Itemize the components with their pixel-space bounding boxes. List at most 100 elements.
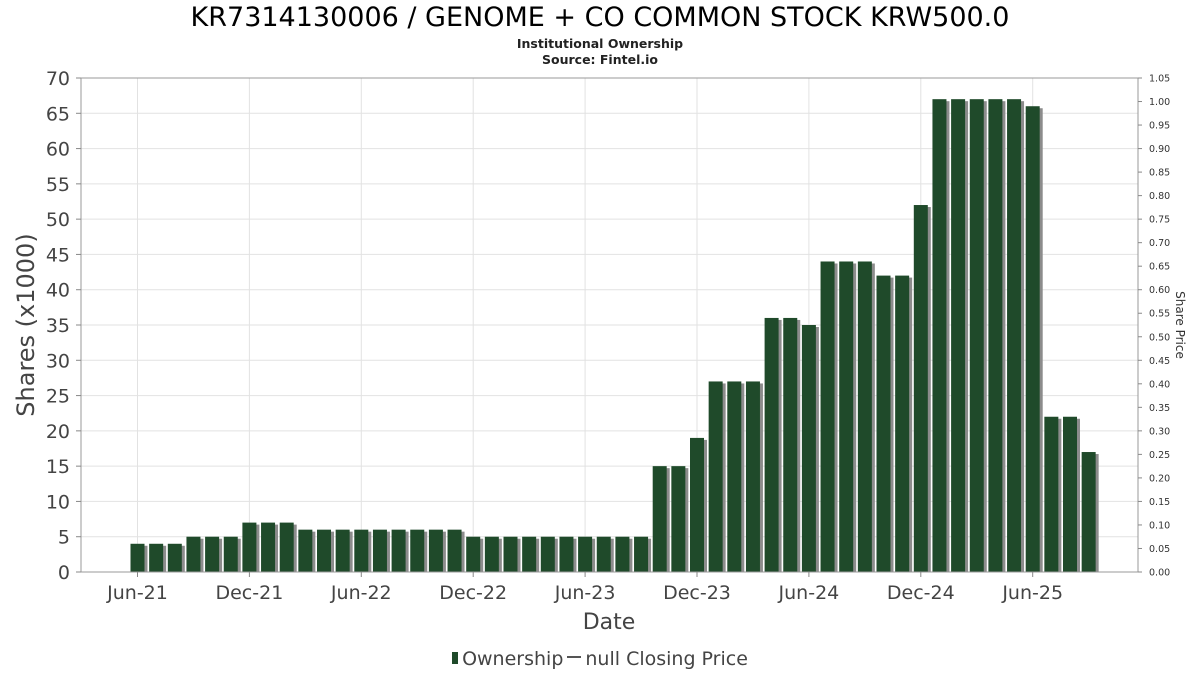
ownership-bar: [988, 99, 1003, 573]
ownership-bar: [801, 325, 816, 572]
y-tick-label: 15: [46, 456, 70, 478]
ownership-bar: [466, 536, 481, 572]
y2-tick-label: 0.45: [1149, 356, 1170, 367]
ownership-bar: [652, 466, 667, 572]
ownership-bar: [1025, 106, 1040, 572]
ownership-bar: [764, 317, 779, 572]
x-tick-label: Jun-24: [778, 582, 840, 604]
ownership-bar: [839, 261, 854, 572]
x-tick-label: Jun-25: [1001, 582, 1063, 604]
ownership-bar: [522, 536, 537, 572]
y-tick-label: 30: [46, 350, 70, 372]
y2-tick-label: 1.05: [1149, 74, 1170, 85]
x-tick-label: Dec-23: [663, 582, 731, 604]
ownership-bar: [484, 536, 499, 572]
bars-layer: [130, 99, 1099, 573]
y2-axis: 0.00 0.05 0.10 0.15 0.20 0.25 0.30 0.35 0.40 0.45…: [1138, 74, 1170, 579]
y2-tick-label: 1.00: [1149, 97, 1170, 108]
ownership-bar: [969, 99, 984, 573]
chart-title: KR7314130006 / GENOME + CO COMMON STOCK …: [190, 2, 1010, 33]
legend-price-swatch: [567, 655, 582, 658]
y2-tick-label: 0.35: [1149, 403, 1170, 414]
x-tick-label: Dec-21: [215, 582, 283, 604]
y2-tick-label: 0.95: [1149, 121, 1170, 132]
y-tick-label: 25: [46, 386, 70, 408]
ownership-bar: [820, 261, 835, 572]
x-tick-label: Dec-22: [439, 582, 507, 604]
x-tick-label: Jun-21: [106, 582, 168, 604]
ownership-bar: [1044, 416, 1059, 572]
y-tick-label: 0: [58, 562, 70, 584]
y-tick-label: 5: [58, 527, 70, 549]
x-tick-label: Jun-23: [554, 582, 616, 604]
ownership-bar: [205, 536, 220, 572]
ownership-bar: [149, 543, 164, 572]
ownership-bar: [317, 529, 331, 572]
x-axis-title: Date: [583, 610, 636, 635]
y-tick-label: 65: [46, 103, 70, 125]
ownership-chart: 0 5 10 15 20 25 30 35 40 45 50 55 60 65 70 0.00 0.05 0.1…: [12, 68, 1187, 635]
y2-tick-label: 0.55: [1149, 309, 1170, 320]
ownership-bar: [913, 205, 928, 572]
ownership-bar: [690, 437, 704, 572]
ownership-bar: [261, 522, 276, 572]
ownership-bar: [615, 536, 630, 572]
ownership-bar: [186, 536, 201, 572]
x-tick-label: Jun-22: [330, 582, 392, 604]
y2-tick-label: 0.00: [1149, 568, 1170, 579]
y-tick-label: 35: [46, 315, 70, 337]
y2-tick-label: 0.60: [1149, 285, 1170, 296]
ownership-bar: [391, 529, 406, 572]
ownership-bar: [671, 466, 686, 572]
ownership-bar: [540, 536, 555, 572]
y2-tick-label: 0.20: [1149, 473, 1170, 484]
ownership-bar: [634, 536, 649, 572]
chart-subtitle: Institutional Ownership: [516, 36, 684, 51]
ownership-bar: [167, 543, 182, 572]
ownership-bar: [596, 536, 611, 572]
y-tick-label: 40: [46, 280, 70, 302]
legend-ownership-label: Ownership: [462, 648, 564, 670]
y2-tick-label: 0.50: [1149, 332, 1170, 343]
y-axis: 0 5 10 15 20 25 30 35 40 45 50 55 60 65 70: [46, 68, 81, 584]
ownership-bar: [1081, 452, 1096, 572]
y2-tick-label: 0.05: [1149, 544, 1170, 555]
ownership-bar: [335, 529, 350, 572]
y-tick-label: 45: [46, 244, 70, 266]
y2-tick-label: 0.80: [1149, 191, 1170, 202]
y2-tick-label: 0.90: [1149, 144, 1170, 155]
y2-tick-label: 0.10: [1149, 520, 1170, 531]
y-tick-label: 10: [46, 491, 70, 513]
ownership-bar: [951, 99, 966, 573]
y-axis-title: Shares (x1000): [12, 233, 40, 416]
ownership-bar: [708, 381, 723, 572]
y2-axis-title: Share Price: [1173, 291, 1187, 359]
y-tick-label: 20: [46, 421, 70, 443]
ownership-bar: [876, 275, 891, 572]
ownership-bar: [298, 529, 313, 572]
y-tick-label: 60: [46, 139, 70, 161]
ownership-bar: [223, 536, 238, 572]
legend-ownership-swatch: [452, 651, 459, 664]
ownership-bar: [1063, 416, 1077, 572]
ownership-bar: [932, 99, 947, 573]
x-tick-label: Dec-24: [887, 582, 955, 604]
y2-tick-label: 0.30: [1149, 426, 1170, 437]
y2-tick-label: 0.70: [1149, 238, 1170, 249]
ownership-bar: [783, 317, 798, 572]
ownership-bar: [745, 381, 760, 572]
legend: Ownership null Closing Price: [0, 648, 1200, 670]
ownership-bar: [503, 536, 518, 572]
y2-tick-label: 0.40: [1149, 379, 1170, 390]
ownership-bar: [857, 261, 872, 572]
ownership-bar: [354, 529, 369, 572]
ownership-bar: [727, 381, 742, 572]
y2-tick-label: 0.85: [1149, 168, 1170, 179]
y-tick-label: 50: [46, 209, 70, 231]
ownership-bar: [428, 529, 443, 572]
ownership-bar: [279, 522, 294, 572]
y-tick-label: 70: [46, 68, 70, 90]
chart-source: Source: Fintel.io: [542, 52, 658, 67]
x-axis: Jun-21 Dec-21 Jun-22 Dec-22 Jun-23 Dec-23 Jun-…: [106, 572, 1063, 604]
ownership-bar: [242, 522, 257, 572]
